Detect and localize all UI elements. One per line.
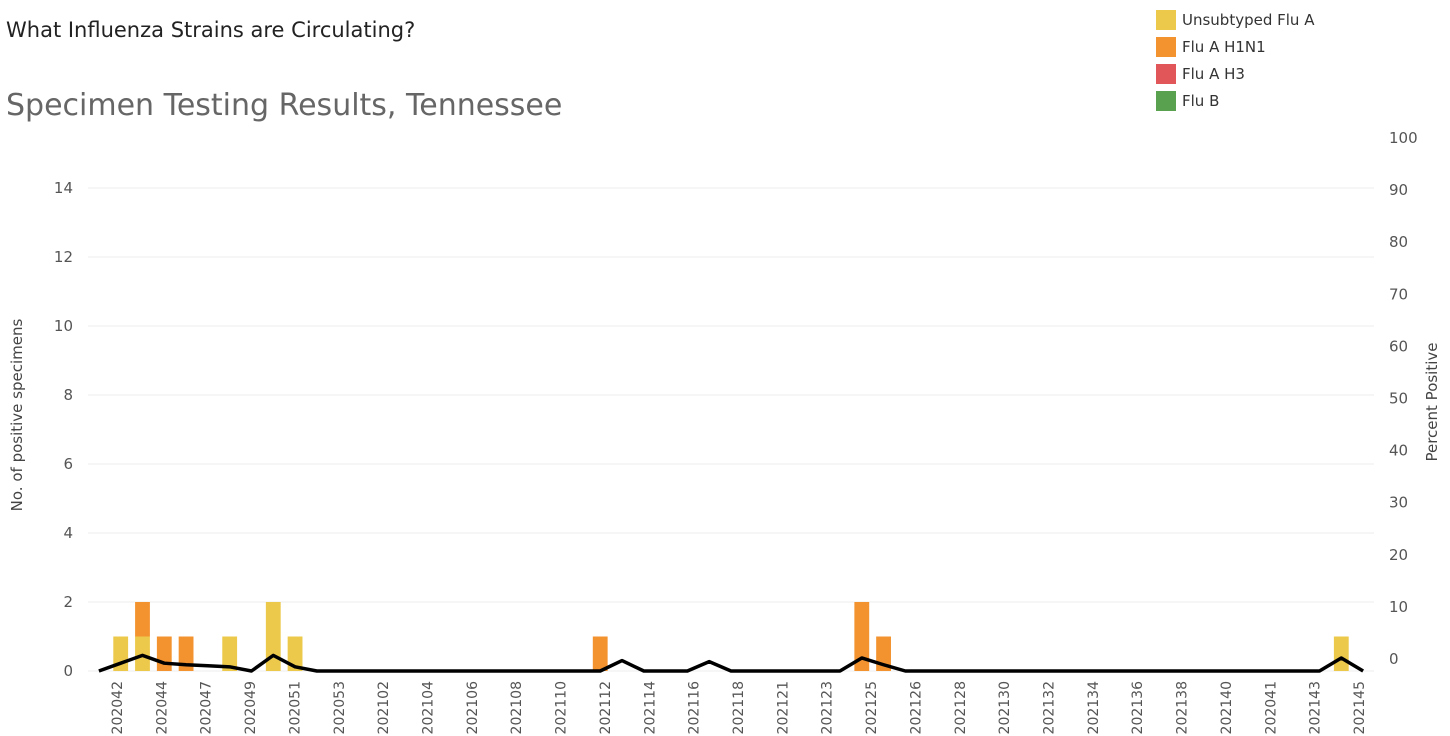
x-tick-label: 202116 — [687, 681, 703, 735]
x-tick-label: 202126 — [908, 681, 924, 735]
bar-segment[interactable] — [178, 636, 194, 671]
x-tick-label: 202118 — [731, 681, 747, 734]
x-tick-label: 202134 — [1086, 681, 1102, 735]
x-tick-label: 202145 — [1352, 681, 1368, 734]
legend-item[interactable]: Unsubtyped Flu A — [1156, 6, 1314, 33]
x-tick-label: 202130 — [997, 681, 1013, 734]
legend-swatch — [1156, 9, 1176, 30]
bar-segment[interactable] — [592, 636, 608, 671]
legend-label: Flu A H1N1 — [1182, 37, 1266, 56]
y2-tick-label: 10 — [1389, 598, 1408, 616]
x-tick-label: 202123 — [820, 681, 836, 734]
x-tick-label: 202106 — [465, 681, 481, 735]
x-tick-label: 202112 — [598, 681, 614, 734]
y-tick-label: 6 — [63, 455, 73, 473]
x-tick-label: 202104 — [421, 681, 437, 735]
y-tick-label: 14 — [54, 179, 73, 197]
x-tick-label: 202053 — [332, 681, 348, 734]
y2-tick-label: 70 — [1389, 285, 1408, 303]
y-tick-label: 8 — [63, 386, 73, 404]
x-tick-label: 202044 — [154, 681, 170, 735]
x-tick-label: 202128 — [953, 681, 969, 734]
x-tick-label: 202140 — [1219, 681, 1235, 734]
y2-tick-label: 60 — [1389, 337, 1408, 355]
legend-label: Flu B — [1182, 91, 1220, 110]
bar-segment[interactable] — [265, 601, 281, 671]
bar-segment[interactable] — [222, 636, 238, 671]
x-tick-label: 202132 — [1042, 681, 1058, 734]
x-tick-label: 202114 — [642, 681, 658, 735]
legend-item[interactable]: Flu A H3 — [1156, 60, 1314, 87]
bar-segment[interactable] — [287, 636, 303, 671]
y2-tick-label: 100 — [1389, 129, 1418, 147]
x-tick-label: 202049 — [243, 681, 259, 734]
y2-axis-title: Percent Positive — [1423, 342, 1441, 461]
y2-tick-label: 80 — [1389, 233, 1408, 251]
legend-swatch — [1156, 90, 1176, 111]
legend-swatch — [1156, 63, 1176, 84]
legend-label: Flu A H3 — [1182, 64, 1245, 83]
x-tick-label: 202138 — [1175, 681, 1191, 734]
legend-item[interactable]: Flu B — [1156, 87, 1314, 114]
x-tick-label: 202143 — [1308, 681, 1324, 734]
y2-tick-label: 0 — [1389, 650, 1399, 668]
x-tick-label: 202110 — [554, 681, 570, 734]
x-tick-label: 202047 — [199, 681, 215, 734]
chart-title: Specimen Testing Results, Tennessee — [6, 88, 563, 123]
y-tick-label: 12 — [54, 248, 73, 266]
y2-tick-label: 40 — [1389, 442, 1408, 460]
x-tick-label: 202108 — [509, 681, 525, 734]
bar-segment[interactable] — [1333, 636, 1349, 671]
percent-positive-line[interactable] — [98, 653, 1364, 673]
y2-tick-label: 20 — [1389, 546, 1408, 564]
x-tick-label: 202121 — [775, 681, 791, 734]
x-tick-label: 202136 — [1130, 681, 1146, 735]
x-tick-label: 202102 — [376, 681, 392, 734]
y2-tick-label: 30 — [1389, 494, 1408, 512]
y2-tick-label: 50 — [1389, 390, 1408, 408]
y-tick-label: 0 — [63, 662, 73, 680]
y-axis-title: No. of positive specimens — [8, 319, 26, 512]
legend-swatch — [1156, 36, 1176, 57]
x-tick-label: 202051 — [287, 681, 303, 734]
x-tick-label: 202125 — [864, 681, 880, 734]
y-tick-label: 2 — [63, 593, 73, 611]
y-tick-label: 4 — [63, 524, 73, 542]
page-header-title: What Influenza Strains are Circulating? — [6, 18, 416, 42]
y-tick-label: 10 — [54, 317, 73, 335]
bar-segment[interactable] — [854, 601, 870, 671]
legend: Unsubtyped Flu A Flu A H1N1 Flu A H3 Flu B — [1156, 6, 1314, 114]
legend-item[interactable]: Flu A H1N1 — [1156, 33, 1314, 60]
bar-segment[interactable] — [156, 636, 172, 671]
y2-tick-label: 90 — [1389, 181, 1408, 199]
bar-segment[interactable] — [135, 601, 150, 637]
x-tick-label: 202041 — [1263, 681, 1279, 734]
legend-label: Unsubtyped Flu A — [1182, 10, 1315, 29]
x-tick-label: 202042 — [110, 681, 126, 734]
